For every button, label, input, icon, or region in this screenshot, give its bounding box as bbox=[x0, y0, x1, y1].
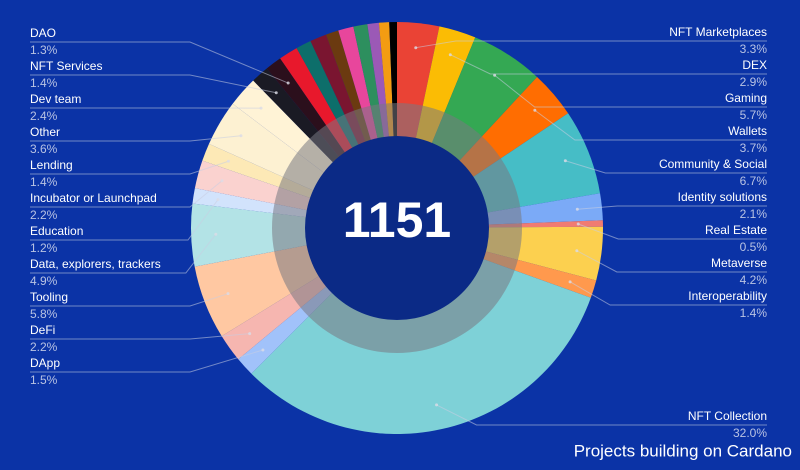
slice-percent: 1.4% bbox=[30, 175, 58, 189]
leader-dot bbox=[575, 207, 579, 211]
leader-line bbox=[569, 281, 767, 306]
slice-label: Metaverse bbox=[711, 256, 767, 270]
leader-dot bbox=[274, 91, 278, 95]
slice-percent: 1.5% bbox=[30, 373, 58, 387]
slice-label: Community & Social bbox=[659, 157, 767, 171]
leader-line bbox=[436, 404, 767, 426]
leader-dot bbox=[563, 159, 567, 163]
leader-line bbox=[30, 160, 229, 175]
leader-line bbox=[534, 109, 767, 141]
leader-dot bbox=[493, 73, 497, 77]
slice-percent: 3.6% bbox=[30, 142, 58, 156]
slice-label: Tooling bbox=[30, 290, 68, 304]
slice-label: Other bbox=[30, 125, 60, 139]
slice-label: DEX bbox=[742, 58, 767, 72]
slice-percent: 3.7% bbox=[740, 141, 768, 155]
leader-dot bbox=[533, 108, 537, 112]
leader-line bbox=[30, 180, 223, 208]
slice-label: Dev team bbox=[30, 92, 81, 106]
slice-percent: 2.1% bbox=[740, 207, 768, 221]
slice-label: NFT Services bbox=[30, 59, 102, 73]
slice-percent: 4.2% bbox=[740, 273, 768, 287]
leader-dot bbox=[576, 222, 580, 226]
leader-line bbox=[30, 135, 242, 142]
slice-label: Incubator or Launchpad bbox=[30, 191, 157, 205]
leader-dot bbox=[226, 292, 230, 296]
leader-dot bbox=[214, 232, 218, 236]
slice-percent: 4.9% bbox=[30, 274, 58, 288]
slice-label: NFT Collection bbox=[688, 409, 767, 423]
leader-line bbox=[415, 40, 767, 49]
slice-percent: 1.3% bbox=[30, 43, 58, 57]
slice-label: DeFi bbox=[30, 323, 55, 337]
slice-percent: 2.4% bbox=[30, 109, 58, 123]
slice-label: NFT Marketplaces bbox=[669, 25, 767, 39]
slice-label: Lending bbox=[30, 158, 73, 172]
slice-label: Education bbox=[30, 224, 83, 238]
slice-percent: 1.4% bbox=[740, 306, 768, 320]
slice-percent: 1.4% bbox=[30, 76, 58, 90]
leader-dot bbox=[239, 134, 243, 138]
leader-line bbox=[577, 205, 767, 210]
slice-label: DApp bbox=[30, 356, 60, 370]
slice-percent: 5.8% bbox=[30, 307, 58, 321]
slice-label: Real Estate bbox=[705, 223, 767, 237]
leader-dot bbox=[248, 332, 252, 336]
slice-percent: 6.7% bbox=[740, 174, 768, 188]
leader-line bbox=[30, 199, 219, 241]
slice-label: Interoperability bbox=[688, 289, 767, 303]
leader-dot bbox=[575, 249, 579, 253]
slice-label: Gaming bbox=[725, 91, 767, 105]
leader-line bbox=[450, 54, 767, 75]
donut-hole bbox=[305, 136, 489, 320]
leader-dot bbox=[286, 81, 290, 85]
slice-percent: 32.0% bbox=[733, 426, 767, 440]
slice-label: Wallets bbox=[728, 124, 767, 138]
slice-percent: 5.7% bbox=[740, 108, 768, 122]
center-total: 1151 bbox=[343, 192, 451, 248]
slice-percent: 2.9% bbox=[740, 75, 768, 89]
slice-label: Identity solutions bbox=[678, 190, 767, 204]
leader-dot bbox=[216, 198, 220, 202]
leader-line bbox=[30, 233, 217, 274]
slice-percent: 2.2% bbox=[30, 208, 58, 222]
leader-line bbox=[30, 333, 250, 340]
leader-line bbox=[565, 160, 767, 174]
leader-dot bbox=[261, 348, 265, 352]
chart-title: Projects building on Cardano bbox=[574, 441, 792, 460]
slice-percent: 2.2% bbox=[30, 340, 58, 354]
slice-percent: 1.2% bbox=[30, 241, 58, 255]
slice-percent: 3.3% bbox=[740, 42, 768, 56]
leader-line bbox=[576, 250, 767, 273]
leader-dot bbox=[220, 179, 224, 183]
leader-dot bbox=[259, 106, 263, 110]
leader-line bbox=[30, 293, 229, 307]
slice-label: DAO bbox=[30, 26, 56, 40]
slice-percent: 0.5% bbox=[740, 240, 768, 254]
slice-label: Data, explorers, trackers bbox=[30, 257, 161, 271]
leader-line bbox=[30, 41, 289, 84]
leader-dot bbox=[568, 280, 572, 284]
leader-line bbox=[578, 223, 767, 240]
leader-dot bbox=[448, 53, 452, 57]
leader-line bbox=[30, 74, 277, 94]
leader-dot bbox=[414, 46, 418, 50]
leader-line bbox=[30, 349, 264, 373]
leader-dot bbox=[435, 403, 439, 407]
leader-line bbox=[494, 74, 767, 108]
leader-dot bbox=[226, 159, 230, 163]
